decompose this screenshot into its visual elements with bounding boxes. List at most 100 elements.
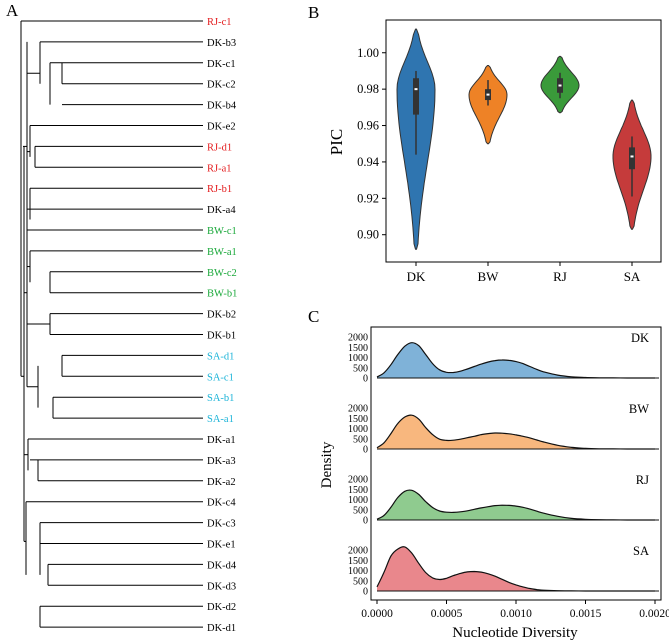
- violin-y-tick-label: 0.98: [357, 82, 379, 96]
- dendrogram-leaf-label: RJ-a1: [207, 163, 232, 174]
- dendrogram-leaf-label: DK-b3: [207, 38, 236, 49]
- ridgeline-group-label: DK: [631, 331, 649, 345]
- ridgeline-x-tick-label: 0.0015: [570, 608, 602, 620]
- violin-y-tick-label: 0.92: [357, 191, 379, 205]
- panel-label-c: C: [308, 307, 319, 326]
- dendrogram-leaf-label: DK-a3: [207, 456, 236, 467]
- ridgeline-curve: [376, 489, 655, 521]
- dendrogram-leaf-label: DK-b2: [207, 310, 236, 321]
- dendrogram-leaf-label: DK-a4: [207, 205, 236, 216]
- dendrogram-leaf-label: BW-a1: [207, 247, 237, 258]
- violin-y-tick-label: 0.90: [357, 228, 379, 242]
- ridgeline-y-tick-label: 500: [353, 576, 368, 587]
- ridgeline-y-tick-label: 1000: [348, 495, 368, 506]
- dendrogram-leaf-label: BW-c1: [207, 226, 237, 237]
- dendrogram-leaf-label: DK-c3: [207, 519, 236, 530]
- violin-median: [558, 84, 562, 87]
- violin-y-tick-label: 0.96: [357, 119, 379, 133]
- dendrogram-leaf-label: DK-e1: [207, 540, 236, 551]
- ridgeline-y-tick-label: 1000: [348, 566, 368, 577]
- dendrogram-leaf-labels: RJ-c1 DK-b3 DK-c1 DK-c2 DK-b4 DK-e2 RJ-d1 RJ-a1…: [207, 17, 237, 634]
- ridgeline-y-tick-label: 1500: [348, 414, 368, 425]
- violin-iqr-box: [629, 147, 635, 170]
- dendrogram-leaf-label: DK-a2: [207, 477, 236, 488]
- ridgeline-x-tick-label: 0.0000: [361, 608, 393, 620]
- dendrogram-leaf-label: DK-b4: [207, 101, 237, 112]
- ridgeline-y-tick-label: 500: [353, 363, 368, 374]
- panel-label-a: A: [6, 1, 19, 20]
- dendrogram-leaf-label: DK-d3: [207, 581, 236, 592]
- ridgeline-y-tick-label: 1500: [348, 485, 368, 496]
- ridgeline-y-tick-label: 0: [363, 374, 368, 385]
- dendrogram-leaf-label: SA-a1: [207, 414, 234, 425]
- violin-median: [630, 155, 634, 158]
- ridgeline-y-tick-label: 500: [353, 434, 368, 445]
- dendrogram-leaf-label: DK-d1: [207, 623, 236, 634]
- ridgeline-y-axis-label: Density: [319, 441, 335, 488]
- ridgeline-y-tick-label: 1000: [348, 353, 368, 364]
- ridgeline-y-tick-label: 0: [363, 516, 368, 527]
- violin-x-tick-label: RJ: [553, 269, 567, 284]
- dendrogram-leaf-label: DK-b1: [207, 331, 236, 342]
- ridgeline-x-tick-label: 0.0005: [431, 608, 463, 620]
- violin-y-tick-label: 0.94: [357, 155, 380, 169]
- dendrogram-leaf-label: DK-a1: [207, 435, 236, 446]
- violin-y-axis-label: PIC: [327, 129, 346, 155]
- violin-iqr-box: [413, 78, 419, 115]
- dendrogram-leaf-label: DK-c4: [207, 498, 236, 509]
- ridgeline-x-tick-label: 0.0010: [500, 608, 532, 620]
- ridgeline-curve: [376, 414, 655, 450]
- ridgeline-group-label: SA: [633, 544, 649, 558]
- ridgeline-y-tick-label: 500: [353, 505, 368, 516]
- ridgeline-y-tick-label: 2000: [348, 546, 368, 557]
- dendrogram-leaf-label: DK-e2: [207, 122, 236, 133]
- panel-label-b: B: [308, 3, 319, 22]
- dendrogram-leaf-label: DK-c1: [207, 59, 236, 70]
- violin-plot-frame: [385, 19, 662, 263]
- ridgeline-y-tick-label: 2000: [348, 475, 368, 486]
- dendrogram-leaf-label: RJ-c1: [207, 17, 232, 28]
- ridgeline-group-label: BW: [629, 402, 649, 416]
- dendrogram-leaf-label: SA-d1: [207, 351, 234, 362]
- ridgeline-x-axis-label: Nucleotide Diversity: [452, 625, 578, 641]
- dendrogram-panel: A RJ-c1DK-b3DK-c1DK-c2DK-b4DK-e2RJ-d1RJ-…: [6, 1, 237, 634]
- dendrogram-leaf-label: BW-b1: [207, 289, 237, 300]
- ridgeline-x-tick-label: 0.0020: [639, 608, 669, 620]
- violin-y-ticks: 0.90 0.92 0.94 0.96 0.98 1.00: [357, 46, 386, 242]
- ridgeline-group-label: RJ: [636, 473, 649, 487]
- dendrogram-leaf-label: SA-b1: [207, 393, 234, 404]
- dendrogram-leaf-label: RJ-b1: [207, 184, 232, 195]
- ridgeline-area: [377, 546, 655, 591]
- dendrogram-leaf-label: DK-c2: [207, 80, 236, 91]
- dendrogram-leaf-label: DK-d4: [207, 560, 237, 571]
- dendrogram-leaf-label: BW-c2: [207, 268, 237, 279]
- ridgeline-area: [377, 342, 655, 378]
- ridgeline-y-tick-label: 1500: [348, 556, 368, 567]
- ridgeline-y-tick-label: 2000: [348, 404, 368, 415]
- violin-median: [486, 93, 490, 96]
- violin-median: [414, 88, 418, 91]
- violin-x-tick-label: DK: [407, 269, 426, 284]
- ridgeline-y-tick-label: 1000: [348, 424, 368, 435]
- violin-x-tick-label: BW: [478, 269, 500, 284]
- ridgeline-y-tick-label: 2000: [348, 333, 368, 344]
- violin-x-tick-label: SA: [624, 269, 641, 284]
- violin-y-tick-label: 1.00: [357, 46, 379, 60]
- violins: [396, 28, 652, 250]
- dendrogram-leaf-label: RJ-d1: [207, 142, 232, 153]
- ridgeline-area: [377, 415, 655, 449]
- ridgeline-panel: C Density Nucleotide Diversity 050010001…: [308, 307, 669, 641]
- ridgeline-curve: [376, 342, 655, 379]
- violin-panel: B PIC 0.90 0.92 0.94 0.96 0.98 1.00 DK BW RJ SA: [308, 3, 662, 284]
- ridgeline-y-tick-label: 1500: [348, 343, 368, 354]
- dendrogram-branches: [20, 20, 203, 628]
- dendrogram-leaf-label: SA-c1: [207, 372, 234, 383]
- dendrogram-leaf-label: DK-d2: [207, 602, 236, 613]
- ridgeline-y-tick-label: 0: [363, 445, 368, 456]
